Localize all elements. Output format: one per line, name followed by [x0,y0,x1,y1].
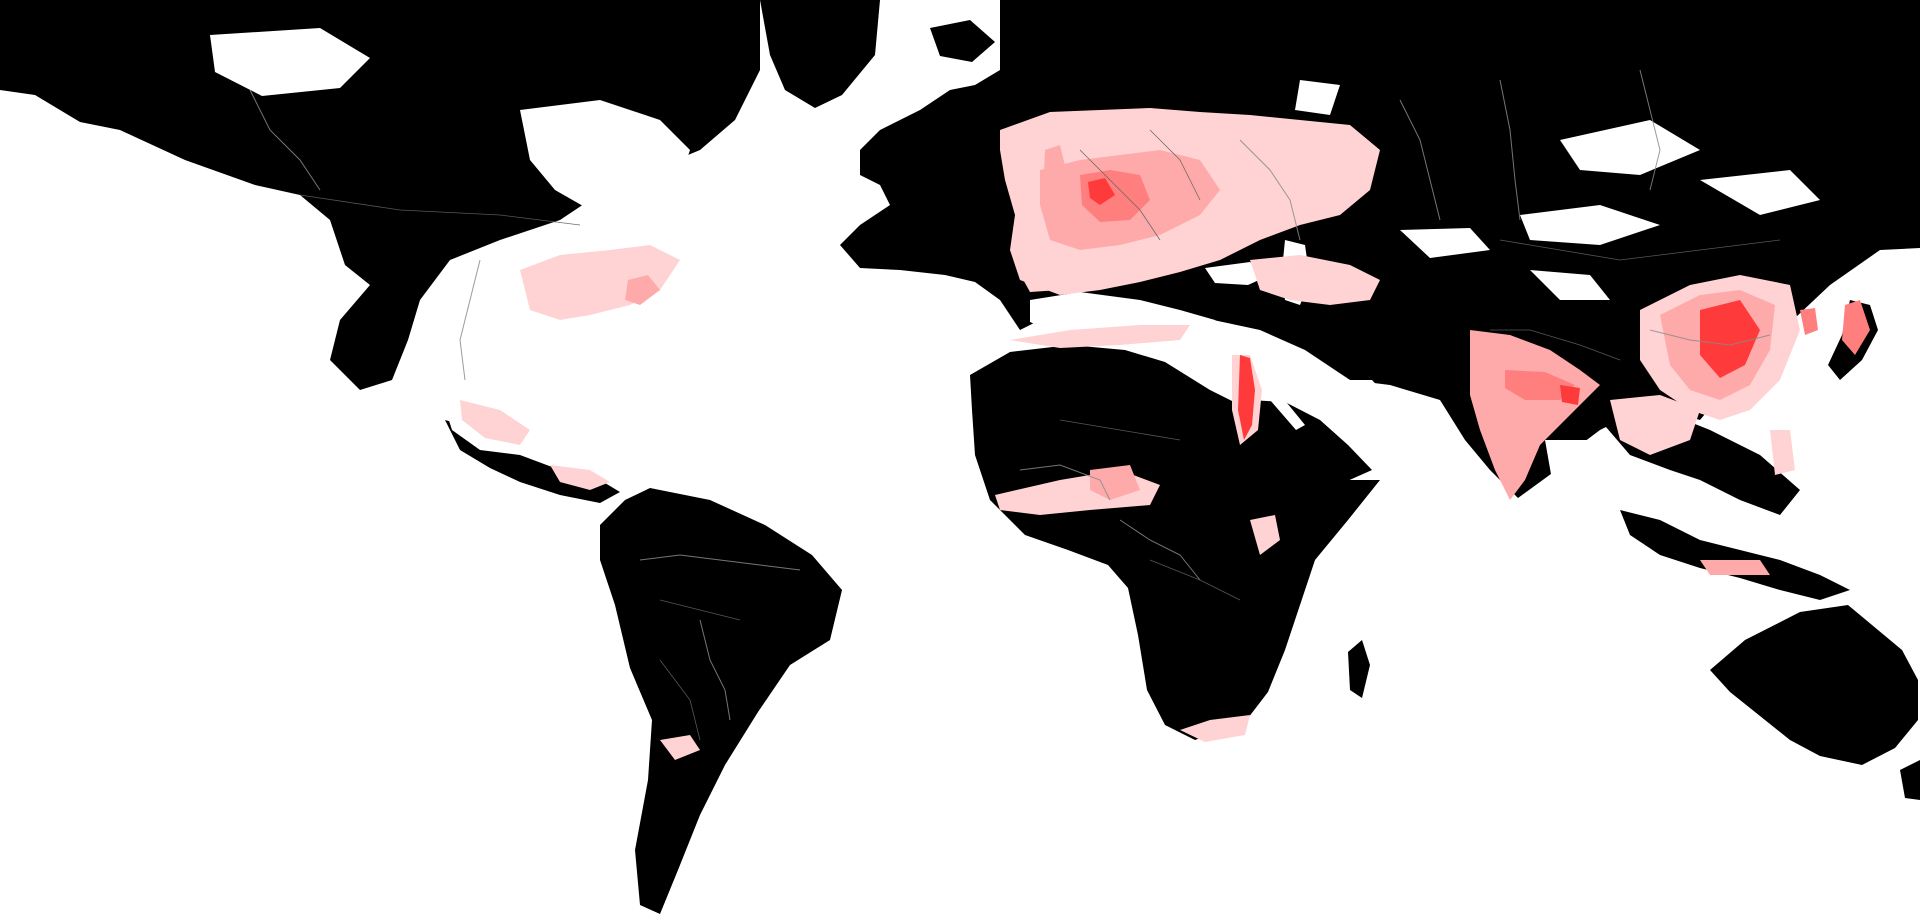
density-north-africa-coast [1010,325,1190,348]
borders [299,129,1781,741]
border-africa-2 [1149,559,1241,601]
river-mississippi [459,259,481,381]
density-nigeria [1090,465,1140,500]
border-russia-china [1499,239,1781,261]
landmass-africa [970,345,1380,740]
density-java [1700,560,1770,575]
density-middle-east [1250,255,1380,305]
landmass-iceland [930,20,995,62]
border-us-canada [299,194,581,226]
river-lena [1639,69,1661,191]
density-south-africa [1180,715,1250,742]
caribbean [575,430,700,488]
landmass-madagascar [1348,640,1370,698]
density-india [1470,330,1600,500]
persian-gulf [1340,380,1392,410]
border-india-china [1490,329,1621,361]
bay-of-bengal [1545,440,1605,492]
river-amazon [639,554,801,571]
river-parana [699,619,731,721]
border-south-america-1 [659,599,741,621]
landmass-north-america [0,0,760,390]
landmass-australia [1710,605,1918,765]
density-nile [1238,355,1255,440]
landmass-indonesia [1620,510,1850,600]
siberian-gaps [1520,205,1660,245]
river-mackenzie [249,89,321,191]
density-philippines [1770,430,1795,475]
density-northeast-usa [625,275,660,305]
landmass-arabia [1250,400,1372,482]
density-japan [1842,300,1870,355]
river-volga [1239,139,1301,241]
border-africa-1 [1059,419,1181,441]
density-bangladesh [1560,385,1580,405]
river-congo [1119,519,1201,581]
density-iberia-coast [1015,262,1070,292]
density-netherlands [1088,178,1115,205]
density-china-core [1700,300,1760,378]
density-east-africa [1250,515,1280,555]
density-eastern-usa [520,245,680,320]
density-korea [1800,308,1818,335]
rivers [249,69,1771,721]
siberian-gap-2 [1400,228,1490,258]
density-mexico [460,400,530,445]
siberian-gap-3 [1530,270,1610,300]
river-yenisei [1499,79,1521,221]
density-ganges [1505,370,1575,400]
white-sea-gap [1295,80,1340,115]
border-europe-2 [1149,129,1201,201]
density-southeast-asia [1610,395,1700,455]
border-europe-1 [1079,149,1161,241]
river-niger [1019,464,1111,501]
river-yangtze [1649,329,1771,346]
river-ob [1399,99,1441,221]
landmass-new-zealand [1900,760,1920,800]
landmass-greenland [760,0,880,108]
red-sea [1240,350,1305,430]
density-central-america [550,465,610,490]
central-asia-gap [1560,120,1700,175]
border-south-america-2 [659,659,701,741]
hudson-bay [520,100,690,210]
density-brazil-coast [660,735,700,760]
landmass-south-america [600,488,842,914]
arctic-channels [210,28,370,96]
density-uk [1044,145,1066,185]
siberia-gap-4 [1700,170,1820,215]
